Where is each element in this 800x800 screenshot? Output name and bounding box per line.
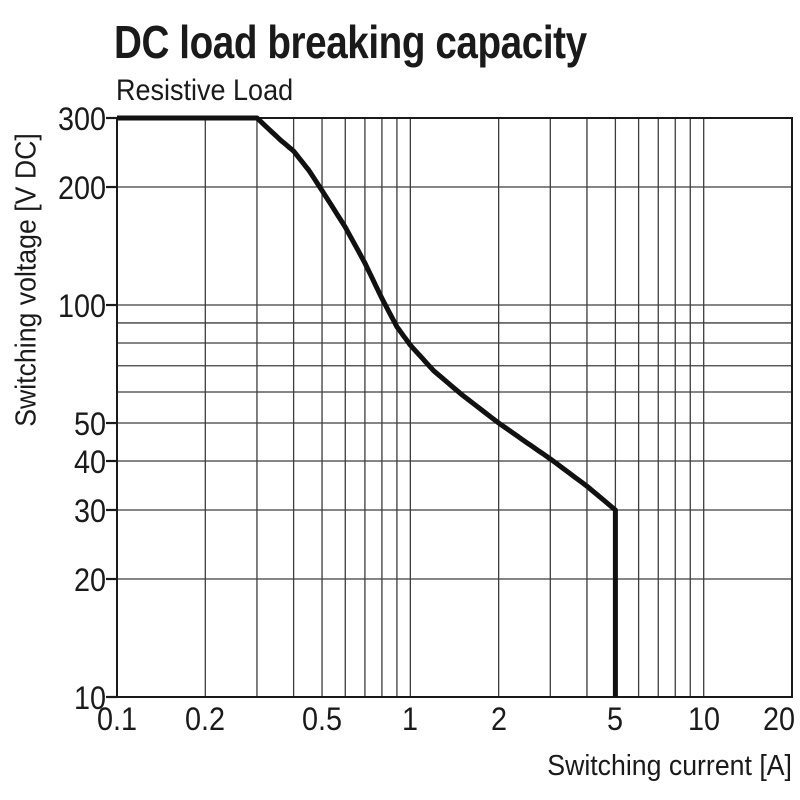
x-tick-label: 5: [607, 701, 624, 737]
x-tick-label: 0.5: [302, 701, 343, 737]
x-tick-label: 1: [402, 701, 419, 737]
chart-subtitle: Resistive Load: [116, 74, 294, 107]
x-axis-title: Switching current [A]: [547, 750, 792, 782]
plot-frame: [116, 117, 793, 698]
y-tick-label: 10: [73, 680, 106, 716]
x-tick-label: 0.1: [96, 701, 138, 737]
x-tick-label: 0.2: [185, 701, 226, 737]
breaking-capacity-curve: [117, 115, 618, 697]
y-tick-label: 20: [73, 562, 106, 598]
x-tick-label: 20: [762, 701, 796, 737]
y-tick-label: 300: [57, 101, 106, 137]
chart-title: DC load breaking capacity: [114, 16, 587, 68]
y-tick-label: 30: [73, 492, 106, 529]
x-tick-label: 10: [687, 701, 720, 737]
y-tick-label: 200: [57, 170, 106, 207]
y-tick-label: 40: [73, 444, 106, 480]
y-tick-label: 100: [57, 288, 106, 325]
x-tick-label: 2: [490, 701, 507, 737]
y-tick-label: 50: [73, 406, 106, 443]
